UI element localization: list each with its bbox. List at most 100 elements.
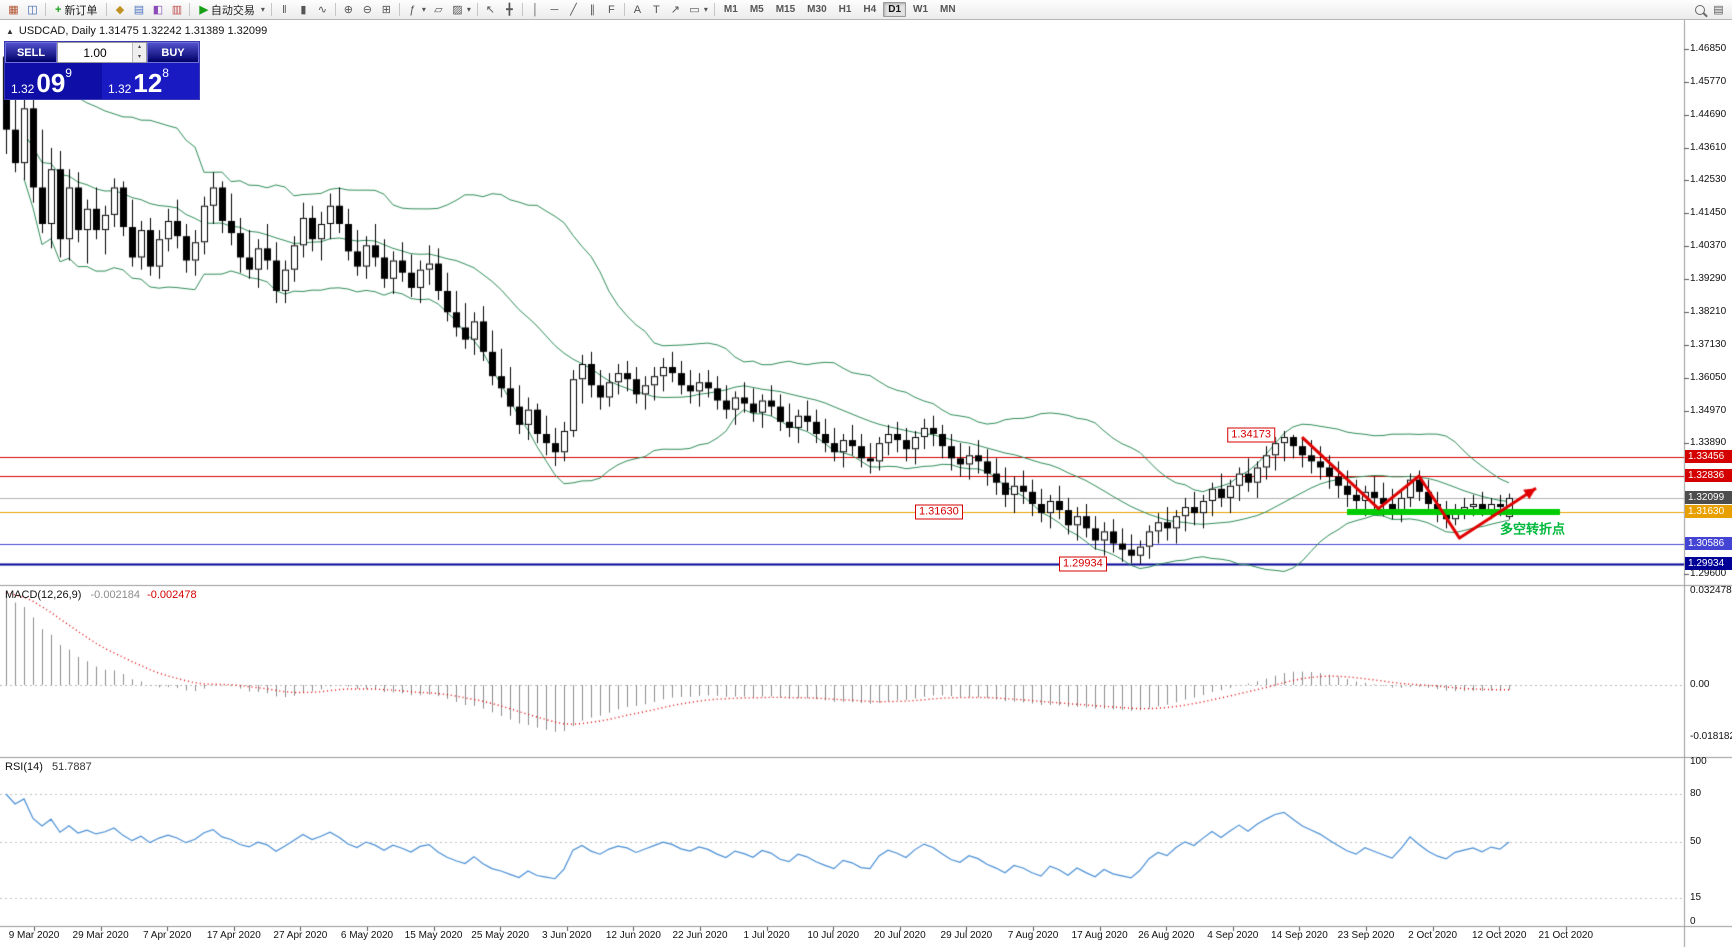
terminal-icon[interactable]: ▥	[171, 3, 183, 16]
sell-price-display[interactable]: 1.32 09 9	[5, 63, 102, 99]
price-line-axis-label: 1.31630	[1685, 505, 1732, 519]
toolbar-separator	[334, 3, 336, 16]
zoom-in-icon[interactable]: ⊕	[343, 3, 354, 16]
price-tag-label[interactable]: 1.34173	[1227, 427, 1275, 443]
timeframe-h1-button[interactable]: H1	[838, 4, 852, 15]
time-axis-label: 23 Sep 2020	[1337, 930, 1395, 941]
rsi-indicator-label: RSI(14) 51.7887	[5, 761, 92, 773]
market-watch-icon[interactable]: ▤	[133, 3, 145, 16]
quick-panel-icon[interactable]: ▤	[1713, 3, 1724, 16]
time-axis[interactable]	[0, 927, 1684, 947]
sell-button[interactable]: SELL	[5, 42, 57, 63]
timeframe-h4-button[interactable]: H4	[863, 4, 877, 15]
price-tag-label[interactable]: 1.31630	[915, 504, 963, 520]
sell-price-sup: 9	[65, 66, 72, 80]
trendline-icon[interactable]: ╱	[570, 3, 577, 16]
price-tag-label[interactable]: 1.29934	[1059, 556, 1107, 572]
toolbar-separator	[476, 3, 478, 16]
rsi-axis-label: 50	[1690, 836, 1702, 847]
timeframe-w1-button[interactable]: W1	[913, 4, 929, 15]
price-axis-tick: 1.45770	[1690, 75, 1727, 87]
chart-profiles-icon[interactable]: ◫	[27, 3, 38, 16]
crosshair-icon[interactable]: ╋	[506, 3, 513, 16]
time-axis-label: 17 Apr 2020	[206, 930, 261, 941]
time-axis-label: 2 Oct 2020	[1408, 930, 1458, 941]
cursor-icon[interactable]: ↖	[485, 3, 496, 16]
one-click-trading-panel: SELL ▴ ▾ BUY 1.32 09 9 1.32 12 8	[4, 41, 200, 100]
new-order-button[interactable]: + 新订单	[50, 1, 102, 18]
price-axis-tick: 1.33890	[1690, 437, 1727, 449]
macd-name: MACD(12,26,9)	[5, 589, 82, 601]
time-axis-label: 6 May 2020	[340, 930, 394, 941]
arrow-tool-icon[interactable]: ↗	[670, 3, 681, 16]
navigator-icon[interactable]: ◧	[152, 3, 164, 16]
expert-advisors-icon[interactable]: ◆	[115, 3, 125, 16]
buy-button[interactable]: BUY	[147, 42, 199, 63]
timeframe-m5-button[interactable]: M5	[749, 4, 764, 15]
sell-price-prefix: 1.32	[11, 82, 35, 96]
horizontal-line-icon[interactable]: ─	[550, 3, 559, 16]
macd-axis-label: 0.00	[1690, 679, 1710, 690]
time-axis-label: 10 Jul 2020	[807, 930, 860, 941]
volume-up-button[interactable]: ▴	[133, 43, 146, 53]
autotrading-button[interactable]: ▶ 自动交易	[194, 1, 259, 18]
toolbar-separator	[521, 3, 523, 16]
candlestick-chart-icon[interactable]: ▮	[300, 3, 307, 16]
shapes-icon[interactable]: ▭	[689, 3, 700, 16]
vertical-line-icon[interactable]: │	[531, 3, 539, 16]
rsi-axis-label: 100	[1690, 756, 1707, 767]
buy-price-display[interactable]: 1.32 12 8	[102, 63, 199, 99]
channel-icon[interactable]: ∥	[589, 3, 596, 16]
price-axis-tick: 1.41450	[1690, 207, 1727, 219]
bar-chart-icon[interactable]: ǁ	[282, 3, 287, 16]
text-icon[interactable]: A	[633, 3, 642, 16]
fibonacci-icon[interactable]: F	[608, 3, 615, 16]
new-chart-icon[interactable]: ▦	[8, 3, 19, 16]
time-axis-label: 14 Sep 2020	[1271, 930, 1328, 941]
volume-down-button[interactable]: ▾	[133, 52, 146, 62]
time-axis-label: 27 Apr 2020	[273, 930, 328, 941]
time-axis-label: 7 Apr 2020	[143, 930, 192, 941]
time-axis-label: 4 Sep 2020	[1207, 930, 1259, 941]
toolbar-separator	[106, 3, 108, 16]
time-axis-label: 3 Jun 2020	[542, 930, 592, 941]
time-axis-label: 26 Aug 2020	[1138, 930, 1195, 941]
price-line-axis-label: 1.33456	[1685, 449, 1732, 463]
price-line-axis-label: 1.29934	[1685, 556, 1732, 570]
toolbar-separator	[623, 3, 625, 16]
timeframe-d1-button[interactable]: D1	[883, 2, 907, 17]
autotrading-button-label: 自动交易	[210, 4, 255, 17]
time-axis-label: 17 Aug 2020	[1071, 930, 1128, 941]
search-icon[interactable]	[1691, 2, 1708, 18]
indicators-caret-icon[interactable]: ▾	[421, 4, 426, 14]
sell-price-main: 09	[36, 68, 66, 98]
shapes-caret-icon[interactable]: ▾	[703, 4, 708, 14]
volume-input[interactable]	[58, 43, 132, 62]
zoom-out-icon[interactable]: ⊖	[362, 3, 373, 16]
line-chart-icon[interactable]: ∿	[317, 3, 328, 16]
price-line-axis-label: 1.32836	[1685, 468, 1732, 482]
autotrading-caret-icon[interactable]: ▾	[260, 4, 265, 14]
templates-caret-icon[interactable]: ▾	[466, 4, 471, 14]
collapse-panel-icon[interactable]: ▲	[6, 26, 14, 36]
timeframe-mn-button[interactable]: MN	[940, 4, 956, 15]
time-axis-label: 25 May 2020	[471, 930, 530, 941]
toolbar-separator	[713, 3, 715, 16]
toolbar-right-group: ▤	[1690, 2, 1728, 18]
timeframe-m30-button[interactable]: M30	[807, 4, 827, 15]
buy-price-sup: 8	[162, 66, 169, 80]
annotation-note[interactable]: 多空转折点	[1500, 521, 1566, 537]
macd-axis-label: 0.032478	[1690, 585, 1732, 597]
timeframe-m1-button[interactable]: M1	[723, 4, 738, 15]
grid-icon[interactable]: ⊞	[381, 3, 392, 16]
indicators-icon[interactable]: ƒ	[409, 3, 416, 16]
macd-signal-value: -0.002478	[147, 589, 197, 601]
templates-icon[interactable]: ▨	[452, 3, 463, 16]
timeframe-m15-button[interactable]: M15	[775, 4, 796, 15]
chart-title-text: USDCAD, Daily 1.31475 1.32242 1.31389 1.…	[18, 25, 268, 37]
label-icon[interactable]: T	[653, 3, 660, 16]
new-order-button-icon: +	[55, 3, 62, 16]
objects-icon[interactable]: ▱	[434, 3, 443, 16]
